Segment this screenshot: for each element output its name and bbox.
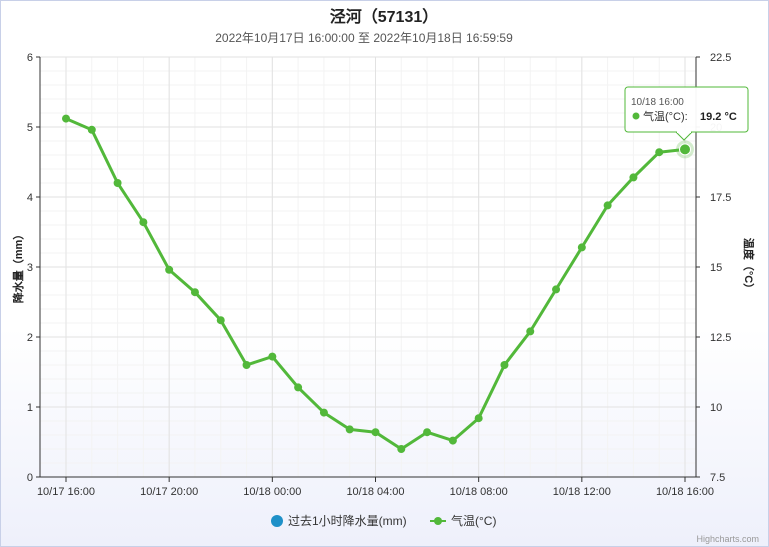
x-tick-label: 10/18 12:00	[553, 486, 611, 498]
legend-precip-label: 过去1小时降水量(mm)	[288, 514, 407, 528]
temperature-point[interactable]	[577, 243, 586, 252]
left-tick-label: 0	[27, 472, 33, 484]
right-tick-label: 15	[710, 262, 722, 274]
x-tick-label: 10/18 08:00	[450, 486, 508, 498]
right-tick-label: 12.5	[710, 332, 731, 344]
temperature-point[interactable]	[87, 125, 96, 134]
legend-temp-marker	[434, 517, 442, 525]
right-tick-label: 17.5	[710, 192, 731, 204]
temperature-point[interactable]	[655, 148, 664, 157]
temperature-point[interactable]	[345, 425, 354, 434]
temperature-point[interactable]	[423, 428, 432, 437]
temperature-point[interactable]	[268, 352, 277, 361]
temperature-point[interactable]	[216, 316, 225, 325]
left-tick-label: 2	[27, 332, 33, 344]
tooltip: 10/18 16:00 气温(°C): 19.2 °C	[624, 86, 749, 141]
left-tick-label: 4	[27, 192, 33, 204]
x-tick-label: 10/17 20:00	[140, 486, 198, 498]
right-axis-title: 温度（°C）	[742, 238, 756, 294]
legend-temp-label: 气温(°C)	[451, 513, 496, 528]
tooltip-time: 10/18 16:00	[631, 97, 684, 108]
chart-title: 泾河（57131）	[330, 7, 439, 26]
left-axis-ticks: 0 1 2 3 4 5 6	[27, 52, 40, 484]
temperature-point[interactable]	[371, 428, 380, 437]
temperature-point[interactable]	[603, 201, 612, 210]
temperature-point[interactable]	[679, 143, 691, 156]
chart-subtitle: 2022年10月17日 16:00:00 至 2022年10月18日 16:59…	[215, 31, 513, 45]
right-tick-label: 7.5	[710, 472, 725, 484]
temperature-point[interactable]	[294, 383, 303, 392]
temperature-point[interactable]	[500, 361, 509, 369]
x-tick-label: 10/17 16:00	[37, 486, 95, 498]
temperature-point[interactable]	[629, 173, 638, 182]
x-axis-ticks: 10/17 16:00 10/17 20:00 10/18 00:00 10/18 0…	[37, 477, 714, 498]
temperature-point[interactable]	[552, 285, 561, 294]
left-tick-label: 1	[27, 402, 33, 414]
temperature-point[interactable]	[319, 408, 328, 417]
temperature-point[interactable]	[474, 414, 483, 423]
left-axis-title: 降水量（mm）	[11, 229, 25, 304]
legend-precip-marker	[271, 515, 283, 527]
left-tick-label: 6	[27, 52, 33, 64]
temperature-point[interactable]	[62, 114, 70, 123]
legend: 过去1小时降水量(mm) 气温(°C)	[271, 513, 496, 528]
temperature-point[interactable]	[165, 265, 174, 274]
tooltip-series-marker	[632, 112, 640, 120]
temperature-point[interactable]	[113, 179, 122, 187]
temperature-point[interactable]	[242, 361, 251, 369]
x-tick-label: 10/18 04:00	[346, 486, 404, 498]
left-tick-label: 5	[27, 122, 33, 134]
x-tick-label: 10/18 16:00	[656, 486, 714, 498]
temperature-point[interactable]	[448, 436, 457, 445]
tooltip-label: 气温(°C):	[643, 109, 688, 123]
series-layer	[62, 114, 694, 453]
left-tick-label: 3	[27, 262, 33, 274]
legend-item-precipitation[interactable]: 过去1小时降水量(mm)	[271, 514, 407, 528]
temperature-point[interactable]	[190, 288, 199, 297]
legend-item-temperature[interactable]: 气温(°C)	[430, 513, 496, 528]
right-tick-label: 10	[710, 402, 722, 414]
temperature-point[interactable]	[397, 445, 406, 453]
grid	[40, 56, 696, 478]
credits-link[interactable]: Highcharts.com	[696, 534, 759, 544]
temperature-point[interactable]	[526, 327, 535, 336]
x-tick-label: 10/18 00:00	[243, 486, 301, 498]
tooltip-value: 19.2 °C	[700, 111, 737, 123]
temperature-point[interactable]	[139, 218, 148, 227]
right-tick-label: 22.5	[710, 52, 731, 64]
